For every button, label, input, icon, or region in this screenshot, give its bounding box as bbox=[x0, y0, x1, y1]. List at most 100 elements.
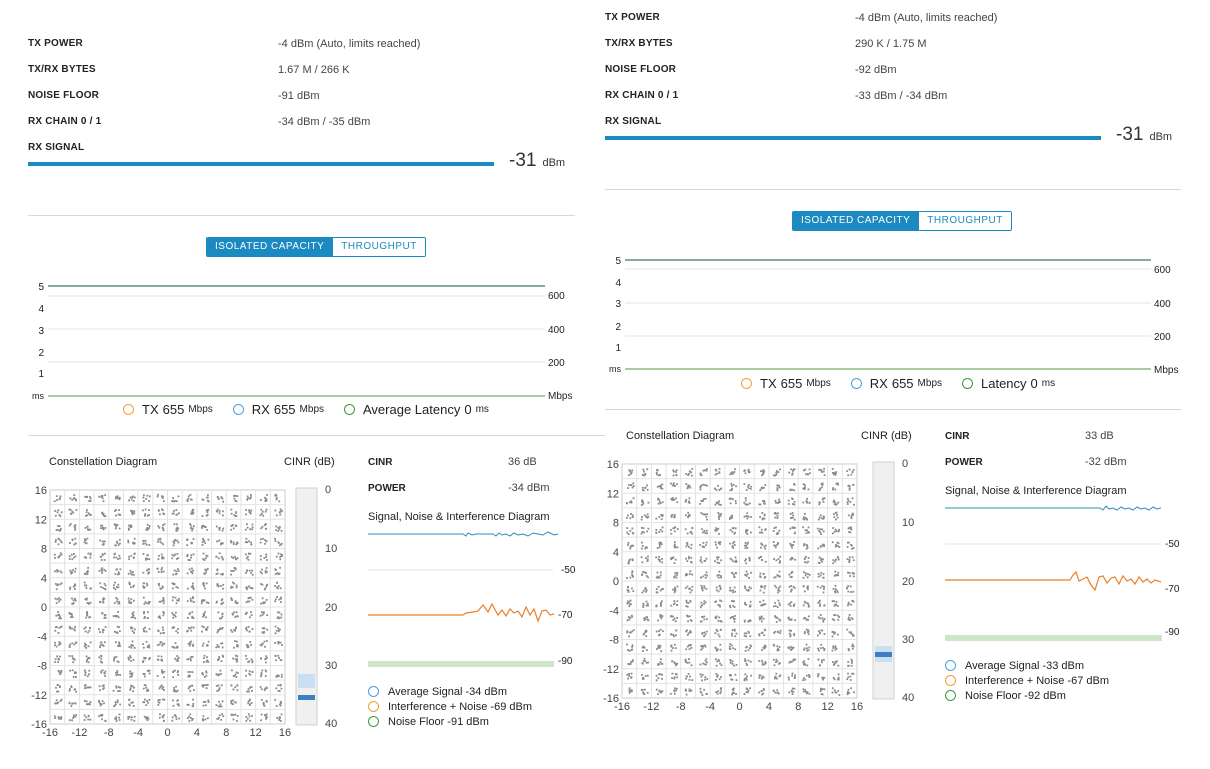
constellation-point bbox=[659, 661, 662, 663]
constellation-point bbox=[192, 569, 195, 572]
throughput-tab[interactable]: THROUGHPUT bbox=[332, 238, 425, 256]
legend-average-signal[interactable]: Average Signal -33 dBm bbox=[945, 658, 1109, 673]
constellation-point bbox=[54, 541, 57, 543]
constellation-point bbox=[720, 629, 722, 631]
constellation-point bbox=[158, 699, 161, 701]
constellation-point bbox=[245, 716, 248, 718]
isolated-capacity-tab[interactable]: ISOLATED CAPACITY bbox=[207, 238, 333, 256]
constellation-point bbox=[701, 632, 704, 634]
constellation-point bbox=[688, 470, 691, 473]
constellation-point bbox=[832, 488, 834, 491]
constellation-point bbox=[806, 692, 808, 695]
constellation-point bbox=[73, 715, 75, 718]
constellation-point bbox=[145, 557, 147, 560]
constellation-point bbox=[688, 690, 691, 692]
constellation-point bbox=[188, 686, 191, 689]
constellation-point bbox=[661, 515, 664, 517]
legend-rx[interactable]: RX 655 Mbps bbox=[850, 376, 942, 391]
constellation-point bbox=[706, 468, 708, 470]
legend-latency[interactable]: Average Latency 0 ms bbox=[344, 402, 489, 417]
constellation-point bbox=[717, 484, 719, 487]
constellation-point bbox=[148, 525, 151, 527]
constellation-point bbox=[191, 509, 194, 511]
constellation-point bbox=[220, 642, 222, 645]
constellation-point bbox=[764, 529, 767, 531]
constellation-point bbox=[217, 684, 220, 687]
constellation-point bbox=[148, 602, 150, 605]
constellation-point bbox=[761, 693, 763, 696]
legend-rx[interactable]: RX 655 Mbps bbox=[232, 402, 324, 417]
constellation-point bbox=[773, 512, 776, 515]
constellation-point bbox=[779, 619, 781, 622]
constellation-point bbox=[87, 686, 89, 689]
constellation-point bbox=[747, 485, 749, 488]
constellation-point bbox=[674, 558, 677, 561]
sni-tick: -90 bbox=[1165, 627, 1180, 638]
constellation-point bbox=[147, 701, 149, 704]
constellation-point bbox=[817, 602, 820, 604]
constellation-point bbox=[644, 618, 647, 620]
left-tick: 5 bbox=[38, 282, 44, 293]
constellation-point bbox=[57, 684, 60, 686]
constellation-point bbox=[118, 497, 121, 499]
constellation-point bbox=[729, 606, 732, 609]
constellation-point bbox=[720, 487, 723, 490]
constellation-point bbox=[848, 631, 851, 634]
constellation-point bbox=[718, 541, 720, 544]
constellation-point bbox=[673, 600, 676, 602]
constellation-point bbox=[186, 538, 189, 541]
constellation-point bbox=[59, 529, 61, 532]
legend-average-signal[interactable]: Average Signal -34 dBm bbox=[368, 684, 532, 699]
constellation-point bbox=[68, 626, 71, 628]
constellation-point bbox=[672, 619, 675, 621]
constellation-point bbox=[658, 544, 661, 546]
constellation-point bbox=[187, 671, 190, 673]
constellation-point bbox=[762, 573, 765, 575]
constellation-point bbox=[57, 657, 60, 660]
constellation-point bbox=[660, 658, 662, 661]
legend-latency[interactable]: Latency 0 ms bbox=[962, 376, 1055, 391]
constellation-point bbox=[630, 501, 633, 504]
constellation-point bbox=[260, 527, 263, 530]
legend-tx[interactable]: TX 655 Mbps bbox=[741, 376, 831, 391]
right-tick: 600 bbox=[548, 291, 565, 302]
constellation-point bbox=[60, 553, 63, 556]
constellation-point bbox=[58, 717, 60, 720]
constellation-point bbox=[732, 498, 734, 501]
throughput-tab[interactable]: THROUGHPUT bbox=[918, 212, 1011, 230]
constellation-point bbox=[714, 646, 717, 649]
legend-noise-floor[interactable]: Noise Floor -92 dBm bbox=[945, 688, 1109, 703]
constellation-point bbox=[684, 500, 687, 503]
constellation-y-tick: -4 bbox=[609, 605, 619, 617]
constellation-point bbox=[266, 584, 268, 586]
constellation-point bbox=[735, 663, 738, 666]
legend-tx[interactable]: TX 655 Mbps bbox=[123, 402, 213, 417]
constellation-point bbox=[193, 601, 195, 603]
constellation-point bbox=[188, 715, 190, 718]
constellation-point bbox=[175, 570, 178, 573]
constellation-point bbox=[746, 517, 749, 520]
legend-interference[interactable]: Interference + Noise -69 dBm bbox=[368, 699, 532, 714]
constellation-point bbox=[83, 556, 86, 559]
constellation-point bbox=[266, 657, 268, 659]
constellation-point bbox=[626, 673, 629, 676]
constellation-point bbox=[701, 633, 704, 635]
isolated-capacity-tab[interactable]: ISOLATED CAPACITY bbox=[793, 212, 919, 230]
constellation-point bbox=[99, 702, 101, 705]
constellation-point bbox=[265, 599, 268, 601]
legend-noise-floor[interactable]: Noise Floor -91 dBm bbox=[368, 714, 532, 729]
constellation-point bbox=[251, 670, 254, 673]
constellation-point bbox=[821, 661, 823, 664]
constellation-point bbox=[719, 643, 722, 646]
constellation-point bbox=[802, 661, 805, 664]
constellation-point bbox=[144, 508, 147, 511]
stat-label: RX SIGNAL bbox=[605, 116, 662, 127]
legend-interference[interactable]: Interference + Noise -67 dBm bbox=[945, 673, 1109, 688]
constellation-point bbox=[128, 528, 130, 531]
constellation-point bbox=[655, 630, 658, 633]
constellation-point bbox=[659, 615, 662, 618]
constellation-point bbox=[853, 503, 855, 506]
constellation-point bbox=[74, 528, 76, 531]
constellation-point bbox=[702, 469, 705, 472]
constellation-point bbox=[251, 523, 254, 526]
